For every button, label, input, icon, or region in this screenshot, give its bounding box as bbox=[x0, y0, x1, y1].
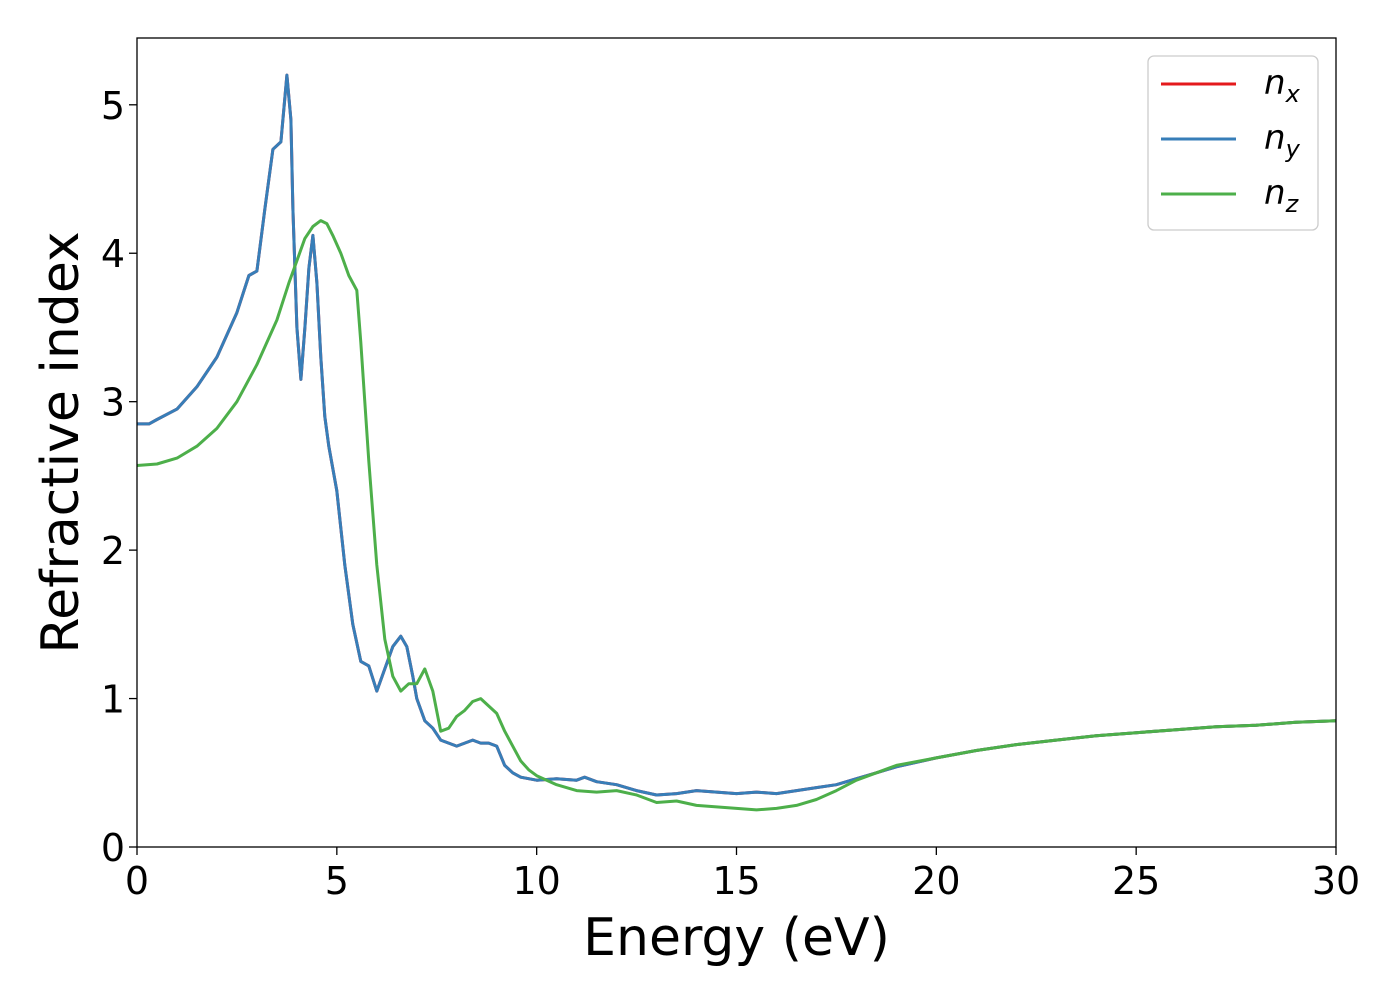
x-tick-label: 10 bbox=[512, 859, 560, 903]
y-tick-label: 2 bbox=[101, 529, 125, 573]
legend-box bbox=[1147, 55, 1319, 231]
x-tick-label: 0 bbox=[125, 859, 149, 903]
y-tick-label: 3 bbox=[101, 381, 125, 425]
series-line-z bbox=[136, 219, 1337, 812]
x-tick-label: 5 bbox=[325, 859, 349, 903]
legend-label-z: nz bbox=[1264, 173, 1300, 218]
y-tick-label: 4 bbox=[101, 232, 125, 276]
plot-lines bbox=[136, 73, 1337, 812]
legend: nx ny nz bbox=[1147, 55, 1319, 231]
x-tick-label: 25 bbox=[1112, 859, 1160, 903]
x-tick-label: 15 bbox=[712, 859, 760, 903]
x-tick-label: 20 bbox=[912, 859, 960, 903]
legend-label-x: nx bbox=[1264, 63, 1301, 108]
y-axis-label: Refractive index bbox=[31, 231, 91, 653]
y-tick-label: 0 bbox=[101, 826, 125, 870]
y-tick-label: 5 bbox=[101, 84, 125, 128]
x-axis-label: Energy (eV) bbox=[583, 908, 890, 968]
x-tick-label: 30 bbox=[1312, 859, 1360, 903]
series-line-y bbox=[137, 73, 1337, 797]
legend-label-y: ny bbox=[1264, 118, 1301, 163]
y-axis-ticks: 0 1 2 3 4 5 bbox=[101, 84, 137, 870]
y-tick-label: 1 bbox=[101, 678, 125, 722]
x-axis-ticks: 0 5 10 15 20 25 30 bbox=[125, 847, 1360, 903]
